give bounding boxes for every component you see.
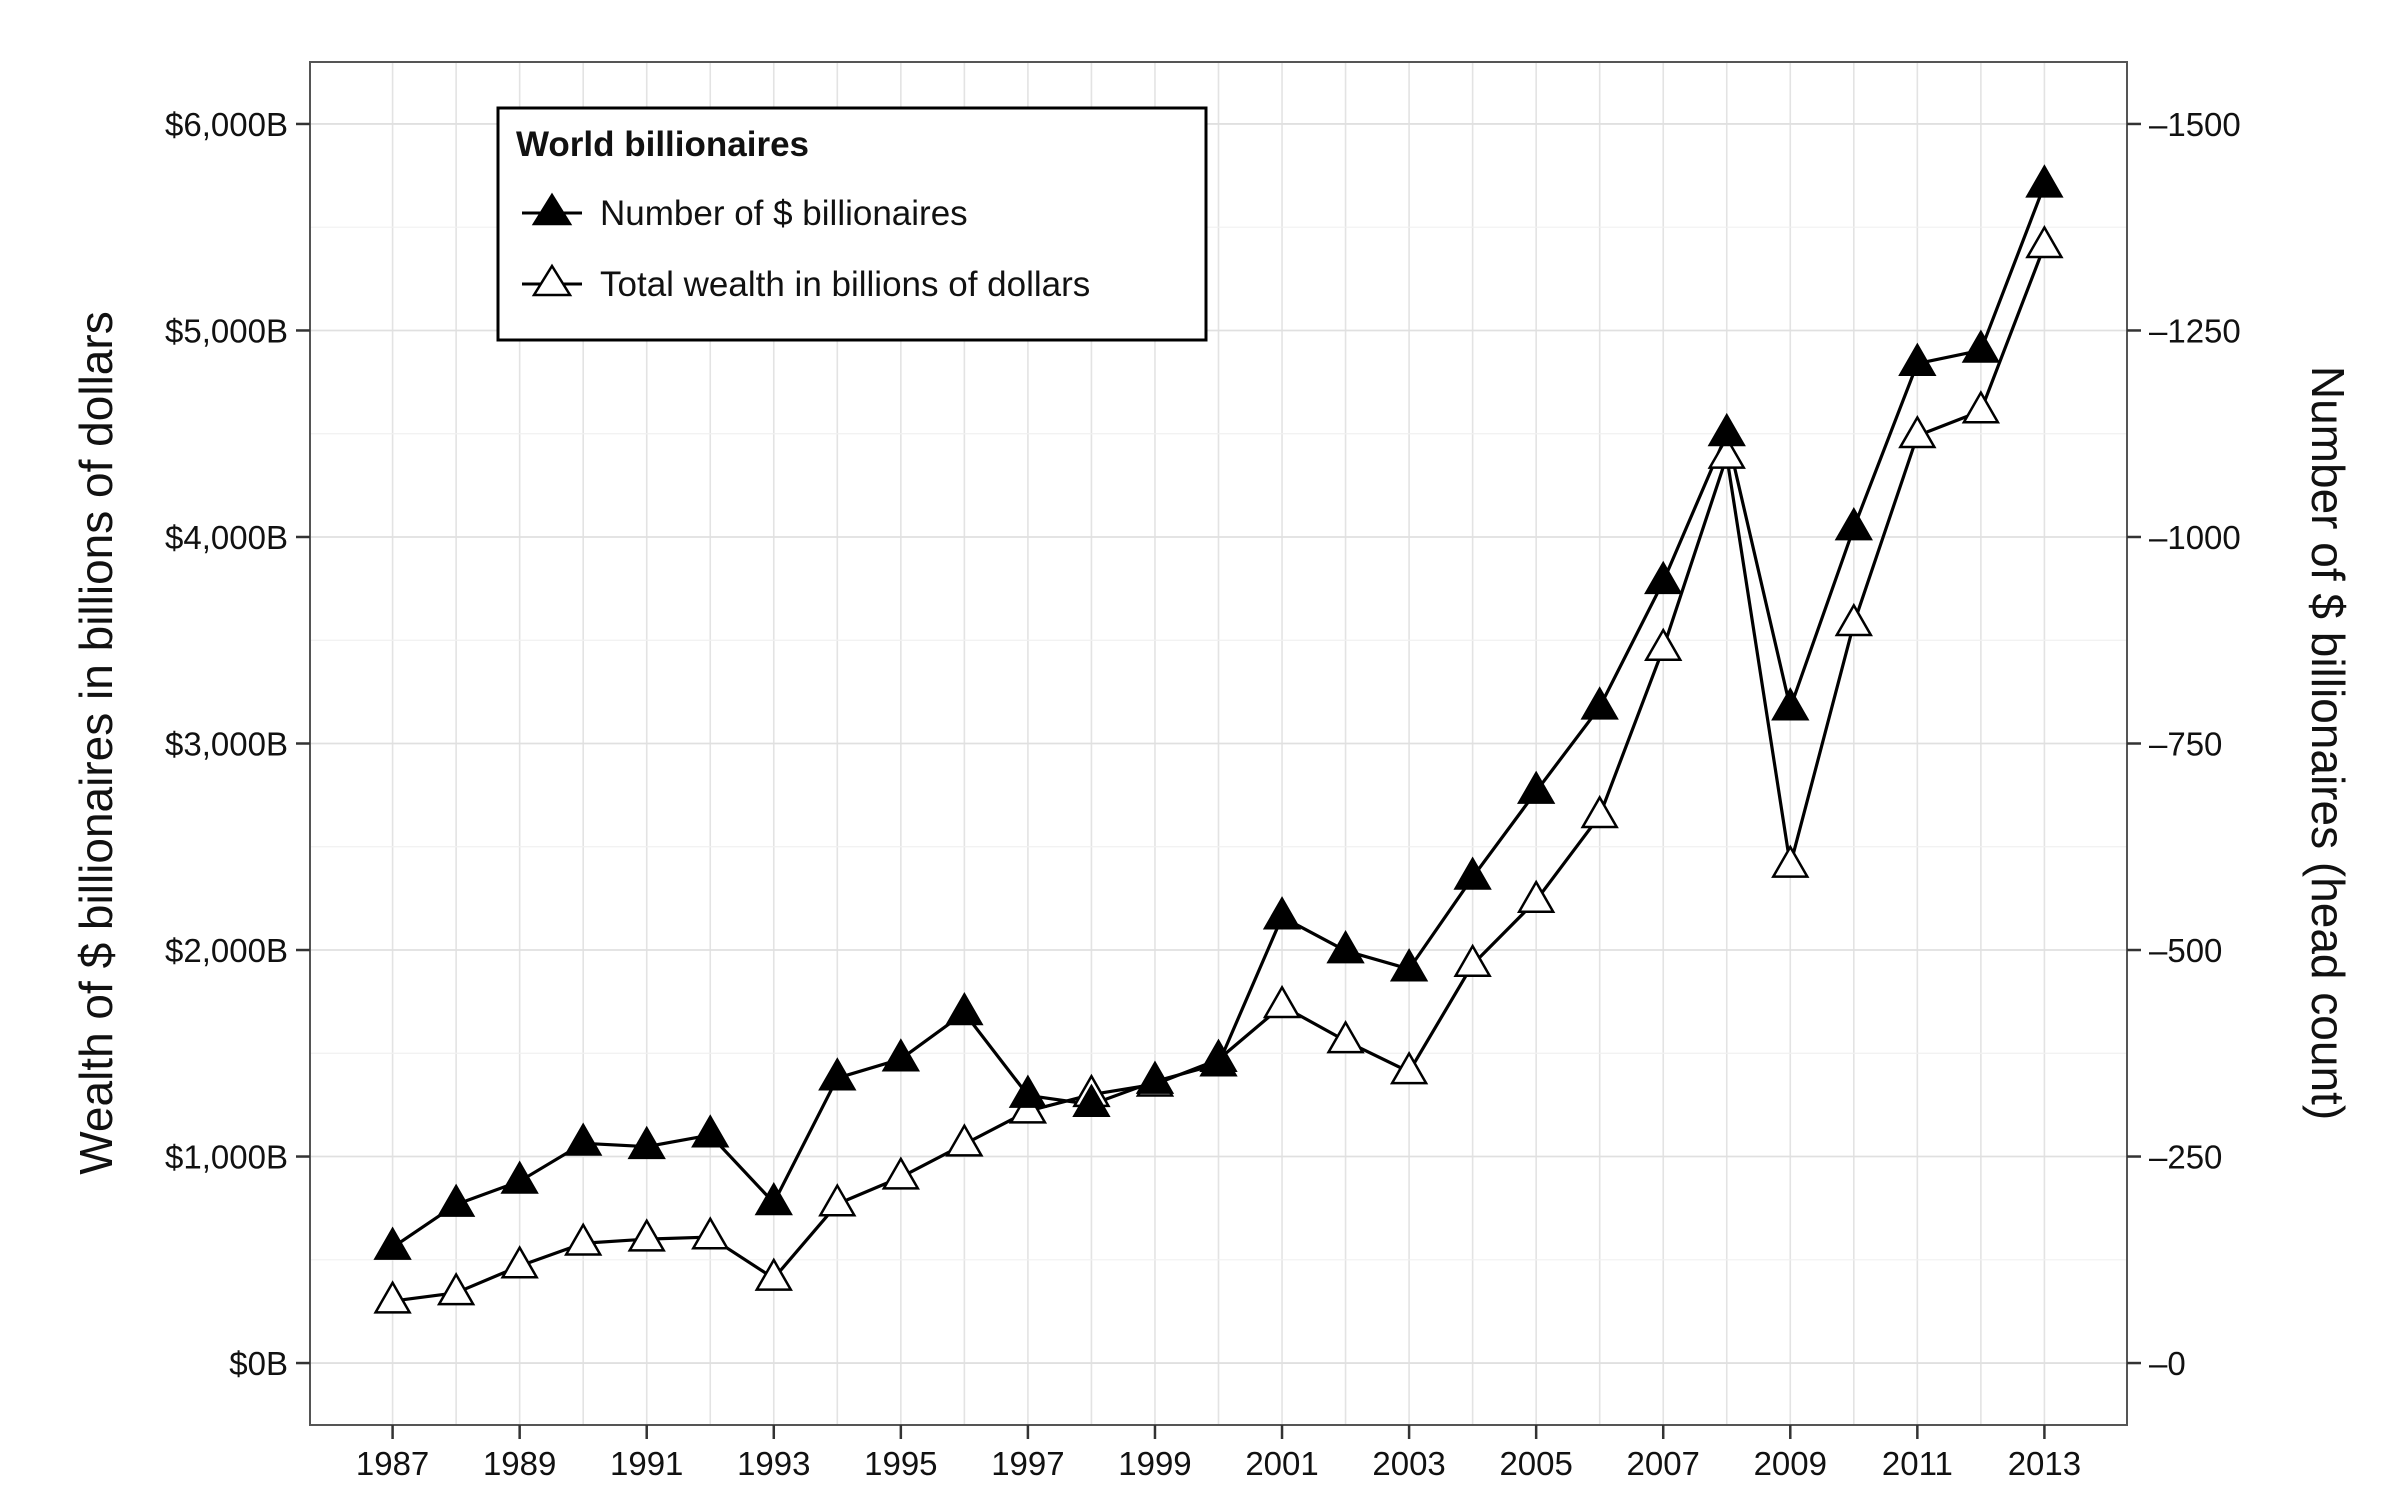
- legend: World billionaires Number of $ billionai…: [496, 106, 1208, 342]
- point-billionaire-count: [754, 1181, 793, 1216]
- x-tick-label: 1993: [737, 1445, 810, 1482]
- x-tick-label: 2001: [1245, 1445, 1318, 1482]
- point-total-wealth: [1961, 390, 2001, 424]
- point-billionaire-count: [1262, 896, 1302, 930]
- point-total-wealth: [1580, 794, 1619, 829]
- point-billionaire-count: [1644, 560, 1683, 595]
- y-left-tick-label: $4,000B: [165, 519, 288, 556]
- point-total-wealth: [1516, 879, 1556, 913]
- y-left-tick-label: $2,000B: [165, 932, 288, 969]
- legend-label-count: Number of $ billionaires: [600, 194, 968, 233]
- legend-box: [496, 106, 1208, 342]
- point-billionaire-count: [1898, 342, 1937, 377]
- point-billionaire-count: [881, 1038, 921, 1072]
- point-total-wealth: [2025, 224, 2064, 259]
- y-left-tick-label: $1,000B: [165, 1139, 288, 1176]
- point-billionaire-count: [1834, 507, 1873, 541]
- point-billionaire-count: [1961, 329, 2001, 363]
- point-total-wealth: [1771, 844, 1810, 878]
- point-total-wealth: [1898, 414, 1937, 449]
- point-total-wealth: [1834, 602, 1873, 637]
- point-billionaire-count: [1389, 948, 1429, 982]
- x-tick-label: 1999: [1118, 1445, 1191, 1482]
- point-billionaire-count: [1453, 856, 1492, 890]
- point-total-wealth: [1262, 984, 1302, 1019]
- point-billionaire-count: [1199, 1043, 1238, 1077]
- point-billionaire-count: [564, 1122, 603, 1156]
- point-total-wealth: [1326, 1020, 1365, 1054]
- point-total-wealth: [691, 1216, 730, 1250]
- y-axis-left-title: Wealth of $ billionaires in billions of …: [70, 311, 122, 1174]
- point-billionaire-count: [1008, 1074, 1048, 1108]
- legend-open-triangle-icon: [531, 263, 573, 297]
- legend-label-wealth: Total wealth in billions of dollars: [600, 265, 1090, 304]
- y-left-tick-label: $0B: [229, 1345, 288, 1382]
- x-tick-label: 2005: [1499, 1445, 1572, 1482]
- y-left-tick-label: $5,000B: [165, 312, 288, 349]
- x-tick-label: 1995: [864, 1445, 937, 1482]
- x-tick-label: 2003: [1372, 1445, 1445, 1482]
- point-billionaire-count: [436, 1183, 476, 1217]
- point-billionaire-count: [945, 991, 984, 1026]
- point-total-wealth: [945, 1123, 984, 1157]
- point-total-wealth: [436, 1271, 476, 1306]
- point-billionaire-count: [818, 1057, 857, 1091]
- point-total-wealth: [881, 1156, 921, 1190]
- series-layer: [373, 164, 2064, 1314]
- point-total-wealth: [500, 1245, 539, 1279]
- x-tick-label: 1989: [483, 1445, 556, 1482]
- x-tick-label: 2007: [1627, 1445, 1700, 1482]
- y-left-tick-label: $6,000B: [165, 106, 288, 143]
- x-tick-label: 2013: [2008, 1445, 2081, 1482]
- point-billionaire-count: [627, 1125, 666, 1160]
- point-billionaire-count: [1135, 1060, 1175, 1094]
- legend-title: World billionaires: [516, 125, 809, 164]
- y-right-tick-label: –1250: [2149, 312, 2241, 349]
- point-billionaire-count: [1072, 1083, 1111, 1117]
- y-axis-right-title: Number of $ billionaires (head count): [2302, 366, 2354, 1120]
- point-total-wealth: [564, 1222, 603, 1256]
- point-billionaire-count: [373, 1226, 412, 1260]
- point-billionaire-count: [1580, 686, 1619, 720]
- point-total-wealth: [754, 1257, 793, 1291]
- point-billionaire-count: [500, 1160, 539, 1194]
- legend-filled-triangle-icon: [531, 192, 573, 226]
- x-tick-label: 1991: [610, 1445, 683, 1482]
- point-total-wealth: [1453, 943, 1492, 977]
- y-right-tick-label: –1000: [2149, 519, 2241, 556]
- point-billionaire-count: [1707, 412, 1746, 447]
- y-right-tick-label: –0: [2149, 1345, 2186, 1382]
- x-tick-label: 1997: [991, 1445, 1064, 1482]
- axes: $0B $1,000B $2,000B $3,000B $4,000B $5,000B $6…: [165, 106, 2241, 1482]
- point-total-wealth: [1707, 435, 1746, 469]
- point-total-wealth: [373, 1280, 412, 1314]
- x-tick-label: 1987: [356, 1445, 429, 1482]
- y-right-tick-label: –500: [2149, 932, 2222, 969]
- point-billionaire-count: [2025, 164, 2064, 198]
- point-total-wealth: [1389, 1051, 1429, 1085]
- point-billionaire-count: [1771, 687, 1810, 721]
- point-total-wealth: [627, 1218, 666, 1252]
- point-billionaire-count: [1516, 770, 1556, 804]
- y-left-tick-label: $3,000B: [165, 726, 288, 763]
- y-right-tick-label: –1500: [2149, 106, 2241, 143]
- point-total-wealth: [818, 1183, 857, 1217]
- x-tick-label: 2011: [1882, 1445, 1953, 1482]
- y-right-tick-label: –750: [2149, 726, 2222, 763]
- point-billionaire-count: [691, 1114, 730, 1148]
- point-total-wealth: [1644, 627, 1683, 661]
- x-tick-label: 2009: [1754, 1445, 1827, 1482]
- y-right-tick-label: –250: [2149, 1139, 2222, 1176]
- point-billionaire-count: [1326, 929, 1365, 964]
